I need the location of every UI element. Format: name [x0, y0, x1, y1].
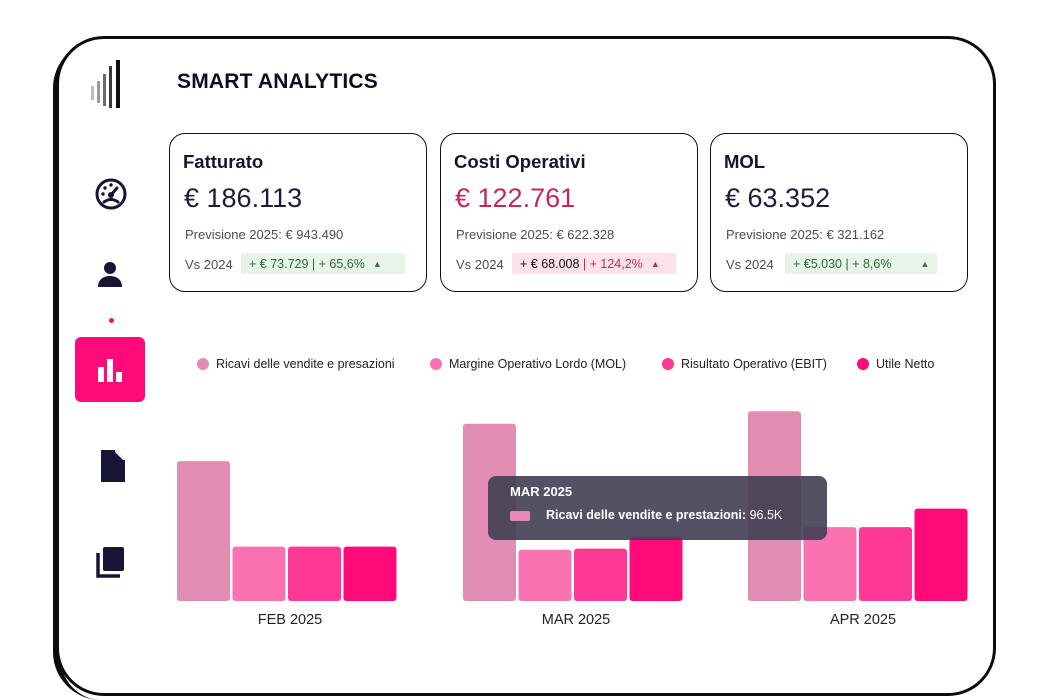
bar-apr-2025-series-4[interactable] — [914, 508, 968, 601]
tooltip-swatch — [510, 511, 530, 521]
legend-swatch — [857, 358, 869, 370]
bar-mar-2025-series-4[interactable] — [629, 537, 683, 601]
delta-badge: + € 68.008 | + 124,2% ▲ — [512, 253, 676, 274]
bar-feb-2025-series-1[interactable] — [177, 461, 230, 601]
bar-chart — [177, 411, 968, 601]
x-tick-label: MAR 2025 — [541, 612, 611, 628]
arrow-up-icon: ▲ — [920, 258, 930, 269]
copy-icon — [96, 547, 124, 578]
delta-abs-text: + € 68.008 — [520, 256, 580, 271]
bar-feb-2025-series-2[interactable] — [232, 546, 286, 601]
chart-tooltip: MAR 2025 Ricavi delle vendite e prestazi… — [488, 476, 827, 540]
legend-item-mol[interactable]: Margine Operativo Lordo (MOL) — [430, 357, 626, 371]
card-forecast: Previsione 2025: € 321.162 — [726, 227, 885, 242]
kpi-card-mol: MOL € 63.352 Previsione 2025: € 321.162 … — [710, 133, 968, 292]
card-title: Fatturato — [183, 151, 264, 172]
tooltip-label: Ricavi delle vendite e prestazioni: — [546, 508, 747, 522]
active-indicator-dot — [109, 318, 114, 323]
card-title: Costi Operativi — [454, 151, 586, 172]
delta-pct-text: | + 124,2% — [579, 256, 643, 271]
delta-text: + € 73.729 | + 65,6% — [249, 256, 365, 271]
x-tick-label: FEB 2025 — [257, 612, 323, 628]
person-icon — [98, 262, 122, 287]
bar-apr-2025-series-2[interactable] — [803, 527, 857, 601]
delta-text: + €5.030 | + 8,6% — [793, 256, 892, 271]
x-tick-label: APR 2025 — [829, 612, 897, 628]
sidebar-item-dashboard[interactable] — [93, 176, 129, 212]
sidebar-item-users[interactable] — [94, 258, 126, 290]
delta-badge: + € 73.729 | + 65,6% ▲ — [241, 253, 405, 274]
legend-label: Risultato Operativo (EBIT) — [681, 357, 827, 371]
legend-label: Utile Netto — [876, 357, 935, 371]
card-value: € 122.761 — [455, 183, 576, 213]
sidebar-item-analytics[interactable] — [75, 337, 145, 402]
bar-feb-2025-series-3[interactable] — [288, 546, 341, 601]
arrow-up-icon: ▲ — [372, 258, 382, 269]
sidebar-item-library[interactable] — [94, 544, 128, 580]
delta-badge: + €5.030 | + 8,6% ▲ — [785, 253, 937, 274]
arrow-up-icon: ▲ — [650, 258, 660, 269]
card-forecast: Previsione 2025: € 622.328 — [456, 227, 615, 242]
tooltip-title: MAR 2025 — [510, 484, 573, 499]
kpi-card-costi-operativi: Costi Operativi € 122.761 Previsione 202… — [440, 133, 698, 292]
card-value: € 186.113 — [184, 183, 303, 213]
legend-swatch — [430, 358, 442, 370]
legend-swatch — [197, 358, 209, 370]
card-vs-label: Vs 2024 — [726, 257, 774, 272]
chart-legend: Ricavi delle vendite e presazioni Margin… — [0, 357, 1050, 377]
sidebar-item-documents[interactable] — [96, 448, 128, 484]
bar-chart-icon — [98, 358, 122, 382]
speedometer-icon — [95, 178, 127, 210]
card-vs-label: Vs 2024 — [456, 257, 504, 272]
bar-feb-2025-series-4[interactable] — [343, 546, 397, 601]
bar-mar-2025-series-3[interactable] — [574, 548, 627, 601]
tooltip-value: 96.5K — [749, 508, 783, 522]
app-title: SMART ANALYTICS — [177, 70, 378, 93]
legend-item-utile[interactable]: Utile Netto — [857, 357, 934, 371]
bar-mar-2025-series-2[interactable] — [518, 549, 572, 601]
card-vs-label: Vs 2024 — [185, 257, 233, 272]
legend-label: Margine Operativo Lordo (MOL) — [449, 357, 627, 371]
card-value: € 63.352 — [725, 183, 831, 213]
document-icon — [101, 450, 125, 482]
bars-logo-icon — [91, 60, 120, 108]
legend-item-ebit[interactable]: Risultato Operativo (EBIT) — [662, 357, 827, 371]
tooltip-row: Ricavi delle vendite e prestazioni: 96.5… — [546, 508, 782, 522]
legend-swatch — [662, 358, 674, 370]
bar-apr-2025-series-3[interactable] — [859, 527, 912, 601]
legend-item-ricavi[interactable]: Ricavi delle vendite e presazioni — [197, 357, 395, 371]
card-forecast: Previsione 2025: € 943.490 — [185, 227, 344, 242]
legend-label: Ricavi delle vendite e presazioni — [216, 357, 395, 371]
kpi-card-fatturato: Fatturato € 186.113 Previsione 2025: € 9… — [169, 133, 427, 292]
card-title: MOL — [724, 151, 766, 172]
